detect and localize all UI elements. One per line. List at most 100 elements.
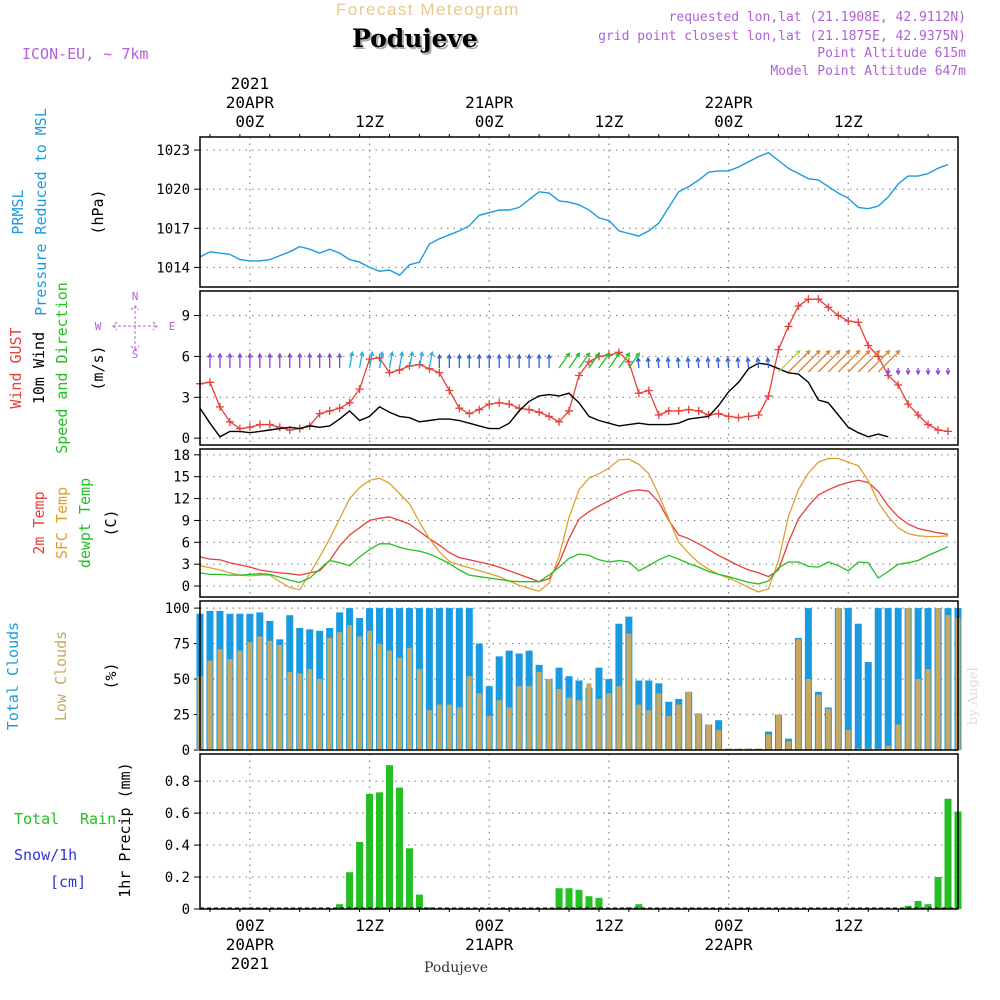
wind-arrow-head (905, 370, 911, 376)
low-cloud-bar (476, 693, 482, 750)
low-cloud-bar (396, 657, 402, 750)
wind-direction-arrow (456, 353, 462, 368)
wind-arrow-shaft (827, 350, 851, 373)
wind-gust-marker (565, 406, 574, 415)
wind-arrow-shaft (428, 352, 433, 369)
low-cloud-bar (556, 688, 562, 750)
low-cloud-bar (945, 615, 951, 750)
wind-direction-arrow (867, 349, 891, 373)
wind-direction-arrow (358, 350, 365, 369)
wind-arrow-head (506, 353, 512, 359)
wind-arrow-head (625, 352, 630, 358)
low-cloud-bar (287, 671, 293, 750)
wind-arrow-shaft (677, 357, 680, 369)
rain-bar (924, 904, 932, 909)
total-cloud-bar (425, 608, 433, 750)
low-cloud-bar (845, 730, 851, 750)
prmsl-label: PRMSL (9, 189, 27, 234)
wind-direction-arrow (745, 356, 751, 369)
rain-bar (366, 793, 374, 909)
wind-gust-marker (714, 409, 723, 418)
dewpoint-label: dewpt Temp (76, 478, 94, 568)
rain-bar (595, 897, 603, 909)
total-cloud-bar (445, 608, 453, 750)
wind-arrow-head (317, 352, 323, 358)
wind-arrow-head (895, 370, 901, 376)
wind-arrow-shaft (717, 357, 720, 369)
wind-gust-marker (385, 368, 394, 377)
wind-arrow-head (389, 350, 395, 357)
wind-arrow-head (379, 350, 385, 357)
wind-gust-label: Wind GUST (7, 327, 25, 408)
temp-ytick-label: 12 (173, 492, 190, 508)
rain-bar (405, 848, 413, 909)
low-cloud-bar (626, 633, 632, 750)
wind-gust-marker (265, 420, 274, 429)
wind-arrow-shaft (558, 352, 570, 369)
low-cloud-bar (576, 700, 582, 750)
wind-direction-arrow (807, 349, 831, 373)
low-cloud-bar (426, 710, 432, 750)
wind-gust-marker (365, 355, 374, 364)
low-cloud-bar (406, 647, 412, 750)
wind-arrow-shaft (647, 357, 650, 369)
wind-arrow-head (615, 352, 620, 358)
wind-arrow-shaft (847, 350, 870, 373)
wind-arrow-head (337, 352, 343, 358)
low-cloud-bar (686, 691, 692, 750)
wind-gust-marker (355, 385, 364, 394)
wind-arrow-shaft (608, 352, 620, 369)
rain-bar (934, 877, 942, 909)
low-cloud-bar (835, 608, 841, 750)
low-cloud-bar (317, 679, 323, 750)
top-time-label: 12Z (834, 112, 863, 131)
wind-arrow-head (585, 352, 591, 358)
temp-ytick-label: 9 (182, 513, 190, 529)
wind-direction-arrow (895, 368, 901, 376)
wind-arrow-head (805, 349, 811, 355)
wind-arrow-head (267, 352, 273, 358)
low-cloud-bar (766, 734, 771, 750)
bottom-time-label: 12Z (355, 916, 384, 935)
wind-direction-arrow (207, 352, 213, 368)
wind-gust-marker (944, 427, 953, 436)
wind-arrow-head (496, 353, 502, 359)
low-cloud-bar (436, 704, 442, 750)
wind-arrow-shaft (778, 350, 801, 373)
wind-arrow-head (486, 353, 492, 359)
clouds-ytick-label: 25 (173, 708, 190, 724)
low-cloud-bar (646, 710, 652, 750)
clouds-ytick-label: 50 (173, 672, 190, 688)
wind-arrow-shaft (797, 350, 821, 373)
pressure-ytick-label: 1014 (156, 260, 190, 276)
wind-gust-marker (694, 406, 703, 415)
low-cloud-bar (446, 704, 452, 750)
wind-direction-arrow (588, 352, 601, 369)
wind-gust-marker (555, 417, 564, 426)
temp-ytick-label: 6 (182, 535, 190, 551)
wind-dir-label: Speed and Direction (53, 282, 71, 454)
wind-arrow-head (287, 352, 293, 358)
pressure-ytick-label: 1023 (156, 143, 190, 159)
wind-arrow-head (605, 352, 611, 358)
meteogram-title: Forecast Meteogram (336, 0, 520, 19)
top-time-label: 21APR (465, 93, 514, 112)
low-cloud-bar (676, 704, 682, 750)
wind-gust-marker (575, 371, 583, 380)
wind-arrow-head (369, 350, 375, 357)
low-cloud-bar (217, 649, 223, 750)
low-cloud-bar (696, 713, 702, 750)
wind-arrow-head (436, 353, 442, 359)
wind-direction-arrow (267, 352, 273, 368)
rain-bar (376, 792, 384, 909)
wind-direction-arrow (257, 352, 263, 368)
clouds-ytick-label: 75 (173, 637, 190, 653)
wind-gust-marker (754, 411, 763, 420)
wind-arrow-shaft (737, 357, 740, 369)
wind-direction-arrow (755, 356, 761, 369)
rain-bar (415, 894, 423, 909)
wind-arrow-head (349, 350, 355, 357)
wind-arrow-shaft (697, 357, 700, 369)
wind-arrow-head (725, 356, 731, 362)
wind-gust-marker (734, 413, 743, 422)
